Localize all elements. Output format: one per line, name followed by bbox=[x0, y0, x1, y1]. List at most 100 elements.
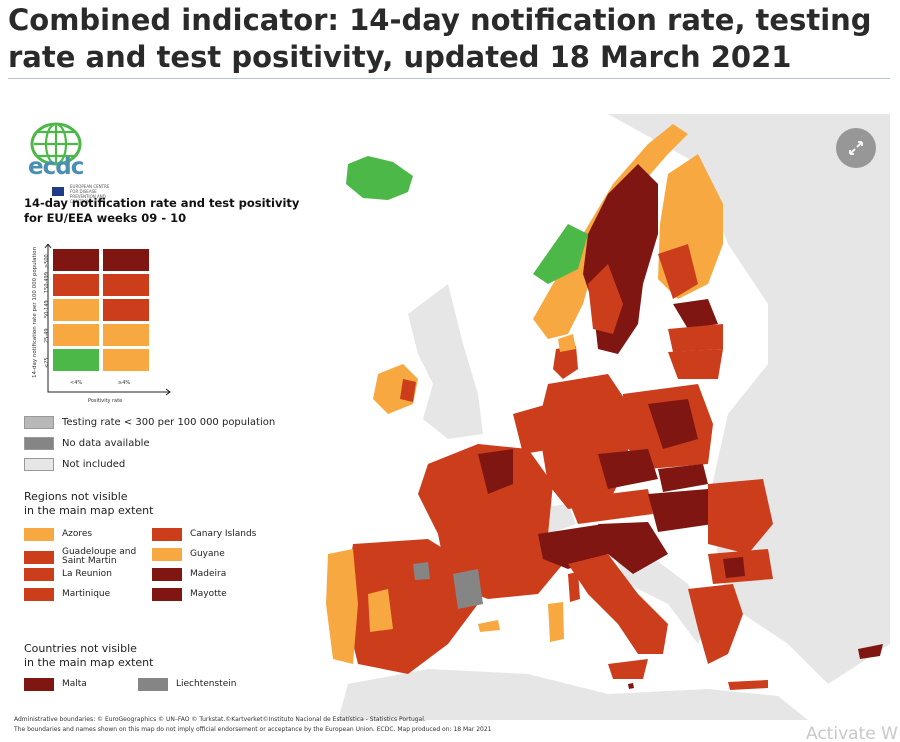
legend-swatch bbox=[24, 416, 54, 429]
matrix-cell bbox=[102, 348, 150, 372]
region-label: Madeira bbox=[190, 569, 227, 579]
legend-item-not-included: Not included bbox=[24, 458, 125, 471]
region-item: Guyane bbox=[152, 548, 280, 561]
region-item: Mayotte bbox=[152, 588, 280, 601]
matrix-cell bbox=[52, 273, 100, 297]
matrix-y-tick: 150-499 bbox=[44, 272, 50, 293]
ecdc-globe-icon bbox=[30, 122, 82, 196]
region-swatch bbox=[152, 568, 182, 581]
sweden-south bbox=[588, 264, 623, 334]
crete bbox=[728, 680, 768, 690]
title-divider bbox=[8, 78, 890, 79]
country-swatch bbox=[24, 678, 54, 691]
region-swatch bbox=[24, 528, 54, 541]
matrix-cell bbox=[52, 298, 100, 322]
logo-text: ecdc bbox=[28, 154, 84, 180]
legend-panel: ecdc EUROPEAN CENTRE FOR DISEASE PREVENT… bbox=[14, 110, 314, 700]
non-eu-land-uk bbox=[408, 284, 483, 439]
region-item: Azores bbox=[24, 528, 152, 541]
region-label: Guadeloupe and Saint Martin bbox=[62, 547, 137, 566]
sicily bbox=[608, 659, 648, 679]
legend-label: Testing rate < 300 per 100 000 populatio… bbox=[62, 417, 276, 428]
balearics bbox=[478, 620, 500, 632]
benelux bbox=[513, 404, 553, 454]
matrix-cell bbox=[52, 348, 100, 372]
matrix-axes bbox=[44, 244, 171, 396]
activation-watermark: Activate W bbox=[806, 724, 898, 742]
sardinia bbox=[548, 602, 564, 642]
region-label: La Reunion bbox=[62, 569, 112, 579]
region-item: La Reunion bbox=[24, 568, 152, 581]
norway bbox=[533, 124, 688, 339]
page-title: Combined indicator: 14-day notification … bbox=[8, 3, 872, 74]
hungary bbox=[648, 489, 713, 532]
latvia bbox=[668, 324, 723, 352]
logo-subtext: EUROPEAN CENTRE FOR DISEASE PREVENTION A… bbox=[70, 184, 110, 204]
matrix-y-tick: <25 bbox=[44, 357, 50, 368]
france-east-dark bbox=[478, 449, 513, 494]
legend-title: 14-day notification rate and test positi… bbox=[24, 196, 300, 225]
matrix-x-tick-low: <4% bbox=[70, 380, 83, 386]
estonia bbox=[673, 299, 718, 329]
country-label: Malta bbox=[62, 679, 87, 689]
region-item: Canary Islands bbox=[152, 528, 280, 541]
region-swatch bbox=[24, 588, 54, 601]
matrix-cell bbox=[52, 323, 100, 347]
legend-swatch bbox=[24, 458, 54, 471]
expand-map-button[interactable] bbox=[836, 128, 876, 168]
matrix-cell bbox=[102, 273, 150, 297]
iceland bbox=[346, 156, 413, 200]
non-eu-land-africa bbox=[338, 669, 808, 720]
ireland-east bbox=[400, 379, 416, 402]
italy bbox=[568, 554, 668, 654]
denmark bbox=[553, 346, 578, 379]
country-item: Liechtenstein bbox=[138, 678, 236, 691]
malta-map bbox=[628, 683, 634, 689]
legend-item-low-testing: Testing rate < 300 per 100 000 populatio… bbox=[24, 416, 275, 429]
country-label: Liechtenstein bbox=[176, 679, 237, 689]
corsica bbox=[568, 572, 580, 602]
portugal bbox=[326, 549, 358, 664]
regions-heading: Regions not visible in the main map exte… bbox=[24, 490, 153, 518]
regions-heading-line1: Regions not visible bbox=[24, 490, 128, 503]
matrix-x-axis-label: Positivity rate bbox=[88, 398, 123, 404]
matrix-cell bbox=[52, 248, 100, 272]
spain-orange-centre bbox=[368, 589, 393, 632]
region-item: Martinique bbox=[24, 588, 152, 601]
non-eu-land-east bbox=[608, 114, 890, 684]
country-swatch bbox=[138, 678, 168, 691]
region-label: Canary Islands bbox=[190, 529, 257, 539]
ireland bbox=[373, 364, 418, 414]
spain-catalonia-nodata bbox=[453, 569, 483, 609]
region-swatch bbox=[24, 550, 54, 564]
matrix-y-tick: 50-149 bbox=[44, 300, 50, 318]
bulgaria-dark bbox=[723, 557, 745, 578]
spain bbox=[343, 539, 478, 674]
matrix-y-tick: ≥500 bbox=[44, 254, 50, 268]
italy-north bbox=[538, 524, 608, 569]
region-label: Guyane bbox=[190, 549, 225, 559]
map-area[interactable] bbox=[8, 84, 890, 720]
legend-swatch bbox=[24, 437, 54, 450]
greece bbox=[688, 584, 743, 664]
region-swatch bbox=[24, 568, 54, 581]
cyprus bbox=[858, 644, 883, 659]
matrix-y-tick: 25-49 bbox=[44, 328, 50, 343]
region-item: Madeira bbox=[152, 568, 280, 581]
region-label: Mayotte bbox=[190, 589, 227, 599]
legend-item-no-data: No data available bbox=[24, 437, 150, 450]
region-item: Guadeloupe and Saint Martin bbox=[24, 548, 152, 566]
region-swatch bbox=[152, 588, 182, 601]
lithuania bbox=[668, 349, 723, 379]
legend-label: Not included bbox=[62, 459, 126, 470]
matrix-cell bbox=[102, 298, 150, 322]
matrix-x-tick-high: ≥4% bbox=[118, 380, 131, 386]
footer-disclaimer: The boundaries and names shown on this m… bbox=[14, 726, 492, 733]
poland-dark bbox=[648, 399, 698, 449]
expand-icon bbox=[849, 141, 863, 155]
denmark-north bbox=[558, 334, 576, 352]
europe-map[interactable] bbox=[8, 84, 890, 720]
matrix-cell bbox=[102, 248, 150, 272]
region-label: Martinique bbox=[62, 589, 111, 599]
countries-heading-line2: in the main map extent bbox=[24, 656, 154, 669]
